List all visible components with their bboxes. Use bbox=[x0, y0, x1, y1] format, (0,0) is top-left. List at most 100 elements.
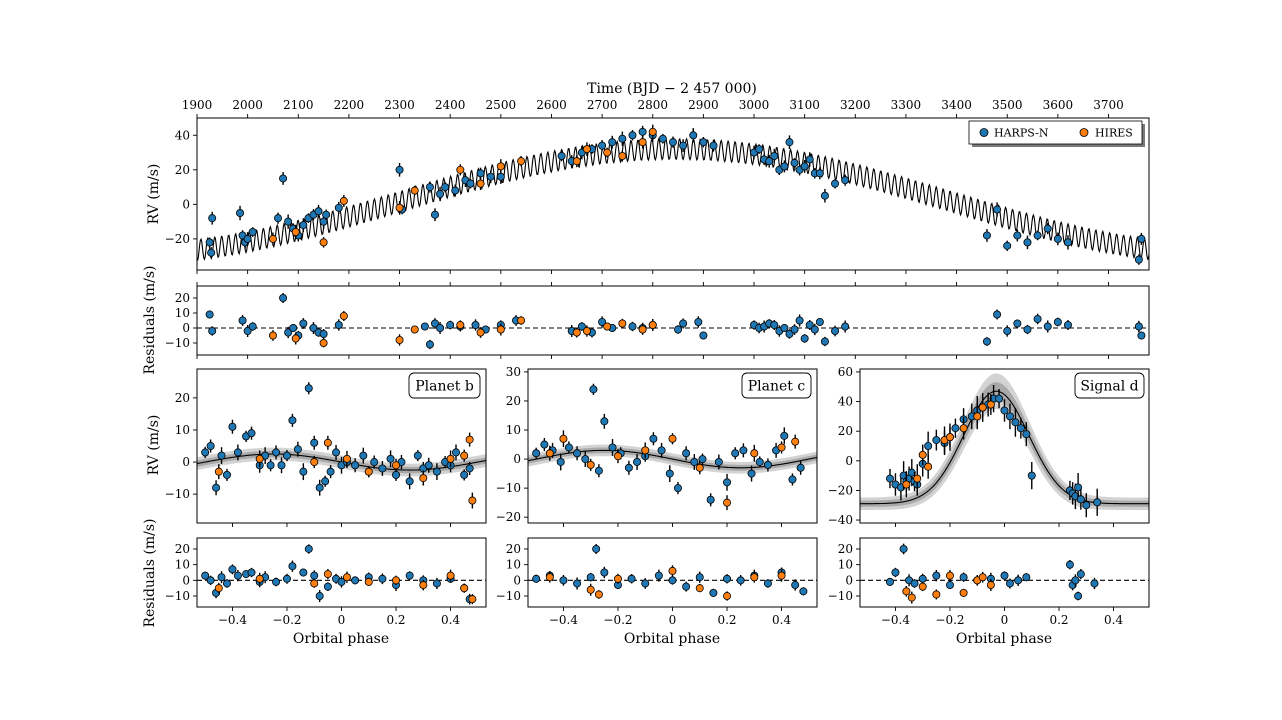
resid_c-ytick-label: 0 bbox=[513, 573, 521, 587]
rv_time-xtick-label: 3000 bbox=[739, 98, 770, 112]
resid_d-point-harps bbox=[1074, 592, 1083, 601]
resid_c-point-harps bbox=[654, 571, 663, 580]
resid_time-point-harps bbox=[1137, 331, 1146, 340]
rv_time-point-harps bbox=[709, 141, 718, 150]
rv_time-xtick-label: 3200 bbox=[840, 98, 871, 112]
phase_c-ytick-label: 20 bbox=[506, 394, 521, 408]
phase_d-point-hires bbox=[986, 400, 995, 409]
phase_c-ytick-label: −20 bbox=[496, 510, 521, 524]
rv_time-xtick-label: 2900 bbox=[688, 98, 719, 112]
rv_time-model-group bbox=[197, 137, 1149, 261]
rv_time-point-harps bbox=[841, 176, 850, 185]
rv_time-point-harps bbox=[1013, 231, 1022, 240]
resid_d-point-hires bbox=[959, 588, 968, 597]
panel-label-b: Planet b bbox=[408, 372, 481, 399]
resid_b-border bbox=[196, 537, 487, 608]
phase_c-point-harps bbox=[755, 457, 764, 466]
rv_time-point-harps bbox=[780, 162, 789, 171]
phase_c-point-harps bbox=[780, 431, 789, 440]
resid_time-point-harps bbox=[785, 329, 794, 338]
phase_b-point-harps bbox=[233, 448, 242, 457]
phase_d-point-harps bbox=[995, 394, 1004, 403]
phase_d-point-harps bbox=[951, 424, 960, 433]
phase_b-point-harps bbox=[212, 483, 221, 492]
resid_time-point-hires bbox=[517, 316, 526, 325]
phase_c-point-hires bbox=[641, 446, 650, 455]
resid_time-point-harps bbox=[289, 323, 298, 332]
resid_b-point-hires bbox=[419, 581, 428, 590]
rv_time-point-harps bbox=[993, 205, 1002, 214]
resid_time-ytick-label: 20 bbox=[175, 291, 190, 305]
rv_time-xtick-label: 3500 bbox=[992, 98, 1023, 112]
rv_time-point-hires bbox=[476, 179, 485, 188]
rv_time-point-harps bbox=[1003, 241, 1012, 250]
resid_time-point-harps bbox=[425, 340, 434, 349]
resid_time-point-hires bbox=[648, 320, 657, 329]
resid_d-xtick-label: −0.2 bbox=[935, 613, 964, 627]
resid_time-point-hires bbox=[618, 319, 627, 328]
resid_time-point-harps bbox=[598, 317, 607, 326]
rv_time-point-harps bbox=[805, 155, 814, 164]
phase_b-point-harps bbox=[465, 464, 474, 473]
resid_time-point-harps bbox=[815, 317, 824, 326]
resid_time-point-hires bbox=[319, 338, 328, 347]
resid_c-point-hires bbox=[545, 573, 554, 582]
resid_time-border bbox=[196, 285, 1150, 356]
resid_time-point-hires bbox=[268, 331, 277, 340]
phase_b-point-hires bbox=[214, 467, 223, 476]
rv_time-point-hires bbox=[395, 203, 404, 212]
resid_c-point-harps bbox=[682, 582, 691, 591]
resid_d-ytick-label: −10 bbox=[828, 589, 853, 603]
phase_d-point-harps bbox=[1000, 406, 1009, 415]
phase_c-point-harps bbox=[573, 449, 582, 458]
resid_b-point-harps bbox=[337, 577, 346, 586]
resid_c-ytick-label: 10 bbox=[506, 558, 521, 572]
resid_time-point-harps bbox=[208, 326, 217, 335]
panel-label-b-text: Planet b bbox=[415, 379, 474, 395]
resid_time-point-hires bbox=[410, 325, 419, 334]
legend-marker-harps bbox=[979, 128, 989, 137]
phase_b-point-harps bbox=[351, 461, 360, 470]
resid_d-xtick-label: 0.2 bbox=[1049, 613, 1068, 627]
legend-marker-hires bbox=[1079, 128, 1089, 137]
resid_d-point-hires bbox=[907, 593, 916, 602]
phase_b-point-harps bbox=[201, 448, 210, 457]
resid_time-point-harps bbox=[795, 316, 804, 325]
resid_time-point-hires bbox=[638, 325, 647, 334]
resid_b-ytick-label: 0 bbox=[182, 573, 190, 587]
resid_time-point-hires bbox=[291, 334, 300, 343]
phase_d-point-hires bbox=[959, 424, 968, 433]
resid_c-point-hires bbox=[586, 585, 595, 594]
phase_d-point-harps bbox=[885, 474, 894, 483]
resid_time-point-harps bbox=[248, 322, 257, 331]
resid_d-point-harps bbox=[918, 574, 927, 583]
resid_time-point-harps bbox=[993, 310, 1002, 319]
resid_d-point-hires bbox=[978, 573, 987, 582]
phase_c-point-harps bbox=[682, 449, 691, 458]
rv_time-point-hires bbox=[638, 138, 647, 147]
resid_time-point-harps bbox=[1134, 322, 1143, 331]
phase_d-axes: −40 −20 0 20 40 60 bbox=[828, 365, 1115, 527]
resid_time-point-harps bbox=[679, 319, 688, 328]
phase_c-point-harps bbox=[564, 443, 573, 452]
phase_b-point-hires bbox=[465, 435, 474, 444]
resid_b-point-harps bbox=[315, 592, 324, 601]
phase_d-ytick-label: 20 bbox=[838, 424, 853, 438]
phase-axis-label-b: Orbital phase bbox=[293, 631, 389, 647]
rv_time-point-hires bbox=[319, 238, 328, 247]
legend-label-harps: HARPS-N bbox=[994, 127, 1049, 140]
resid_b-point-harps bbox=[304, 544, 313, 553]
rv_time-xtick-label: 3600 bbox=[1043, 98, 1074, 112]
resid_c-point-harps bbox=[641, 579, 650, 588]
phase_b-points bbox=[201, 382, 477, 509]
rv_time-point-hires bbox=[339, 196, 348, 205]
rv_time-point-harps bbox=[395, 165, 404, 174]
phase_c-point-hires bbox=[545, 449, 554, 458]
phase_c-point-harps bbox=[706, 495, 715, 504]
resid_b-point-hires bbox=[468, 595, 477, 604]
resid_d-point-harps bbox=[959, 573, 968, 582]
